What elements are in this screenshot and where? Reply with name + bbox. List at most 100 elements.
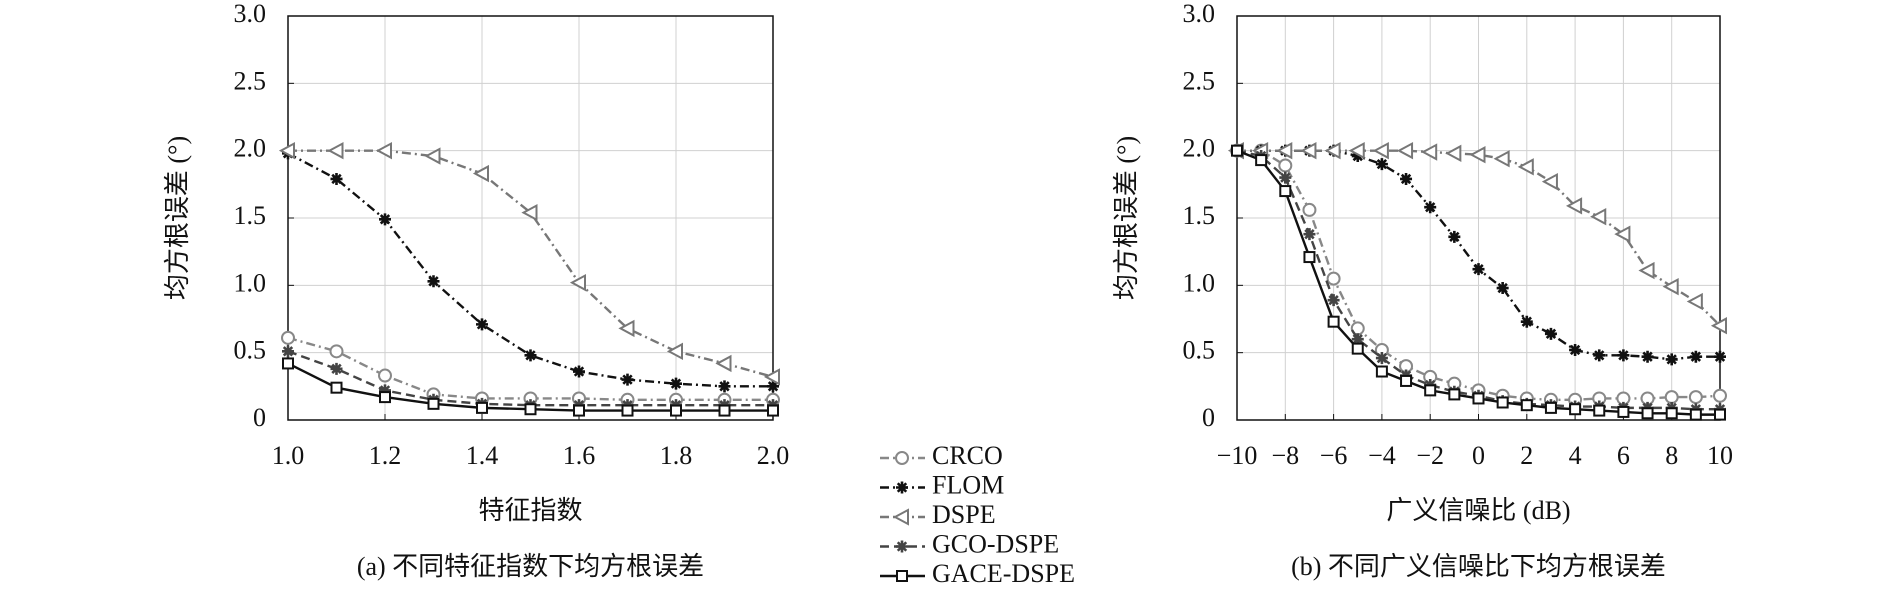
marker: [379, 391, 391, 404]
marker: [1689, 408, 1702, 421]
marker: [1617, 349, 1630, 362]
y-tick-label: 1.5: [234, 201, 267, 230]
marker: [1348, 141, 1365, 160]
marker: [1593, 404, 1606, 417]
marker: [767, 404, 779, 417]
x-tick-label: 1.8: [660, 441, 693, 470]
marker: [718, 380, 731, 393]
marker: [1375, 158, 1388, 171]
marker: [715, 354, 732, 373]
marker: [1300, 141, 1317, 160]
marker: [1303, 251, 1316, 264]
x-tick-label: 2: [1520, 441, 1533, 470]
caption: (a) 不同特征指数下均方根误差: [357, 552, 704, 581]
marker: [666, 342, 683, 360]
marker: [1641, 407, 1654, 420]
marker: [1665, 353, 1678, 366]
x-tick-label: 0: [1472, 441, 1485, 470]
marker: [1276, 141, 1293, 160]
marker: [1638, 261, 1655, 280]
x-tick-label: −6: [1320, 441, 1348, 470]
marker: [1710, 317, 1727, 335]
marker: [476, 401, 488, 414]
y-tick-label: 0.5: [1183, 336, 1216, 365]
plot-frame: [287, 15, 774, 421]
marker: [379, 384, 391, 397]
marker: [1520, 315, 1533, 328]
marker: [1714, 408, 1726, 421]
marker: [472, 164, 489, 183]
marker: [670, 377, 682, 390]
marker: [1641, 350, 1654, 363]
x-tick-label: −10: [1217, 441, 1258, 470]
marker: [1327, 294, 1340, 307]
marker: [521, 203, 538, 222]
y-axis-label: 均方根误差 (°): [1112, 136, 1141, 300]
x-tick-label: 4: [1569, 441, 1582, 470]
marker: [330, 381, 343, 394]
marker: [281, 330, 295, 345]
marker: [1517, 158, 1534, 176]
marker: [329, 344, 344, 359]
marker: [1231, 144, 1243, 157]
y-tick-label: 1.0: [1183, 268, 1216, 297]
marker: [427, 397, 440, 410]
x-tick-label: 1.4: [466, 441, 499, 470]
series-line: [287, 152, 773, 388]
marker: [330, 362, 343, 375]
marker: [569, 273, 586, 292]
x-axis-label: 特征指数: [478, 496, 582, 525]
marker: [1496, 396, 1509, 409]
marker: [1544, 401, 1557, 414]
marker: [379, 213, 391, 226]
marker: [1326, 271, 1341, 286]
marker: [1279, 171, 1292, 184]
marker: [1445, 144, 1462, 163]
marker: [1351, 342, 1364, 355]
series-line: [287, 350, 773, 407]
marker: [1327, 315, 1340, 328]
marker: [895, 451, 909, 465]
legend-label: DSPE: [932, 500, 996, 529]
marker: [1469, 146, 1486, 164]
marker: [896, 540, 908, 553]
marker: [1544, 327, 1557, 340]
marker: [573, 365, 585, 378]
marker: [618, 319, 635, 338]
marker: [763, 368, 780, 386]
marker: [1714, 350, 1726, 363]
marker: [1689, 350, 1702, 363]
y-tick-label: 2.0: [1183, 134, 1216, 163]
marker: [476, 318, 488, 331]
marker: [1713, 388, 1727, 403]
x-tick-label: 8: [1665, 441, 1678, 470]
marker: [1303, 228, 1316, 241]
marker: [1617, 405, 1630, 418]
marker: [573, 404, 585, 417]
marker: [1688, 390, 1703, 405]
marker: [1448, 388, 1461, 401]
marker: [1664, 390, 1679, 405]
marker: [896, 570, 908, 582]
marker: [1614, 225, 1631, 243]
marker: [1400, 374, 1413, 387]
marker: [1472, 263, 1485, 276]
marker: [1472, 392, 1485, 405]
marker: [1686, 292, 1703, 311]
marker: [1448, 230, 1461, 243]
marker: [1375, 365, 1388, 378]
x-tick-label: 6: [1617, 441, 1630, 470]
x-tick-label: −2: [1416, 441, 1444, 470]
x-tick-label: −8: [1271, 441, 1299, 470]
plot-frame: [1236, 15, 1721, 421]
marker: [1302, 202, 1317, 217]
marker: [1278, 158, 1293, 173]
marker: [378, 368, 392, 383]
x-axis-label: 广义信噪比 (dB): [1386, 496, 1570, 525]
marker: [1496, 282, 1509, 295]
marker: [1375, 352, 1388, 365]
marker: [621, 373, 634, 386]
marker: [1424, 384, 1437, 397]
marker: [1569, 343, 1582, 356]
